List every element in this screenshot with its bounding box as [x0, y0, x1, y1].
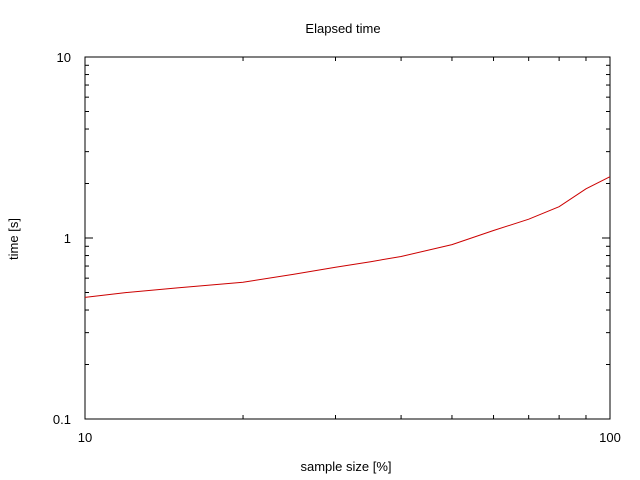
x-tick-label: 100 [599, 430, 621, 445]
major-ticks [84, 56, 611, 420]
series-layer [84, 176, 611, 298]
tick-labels: 10 100 0.1 1 10 [53, 50, 621, 445]
plot-frame [84, 56, 611, 420]
y-tick-label: 10 [57, 50, 71, 65]
y-axis-label: time [s] [6, 218, 21, 260]
x-tick-label: 10 [78, 430, 92, 445]
y-tick-label: 0.1 [53, 412, 71, 427]
x-axis-label: sample size [%] [300, 459, 391, 474]
y-tick-label: 1 [64, 231, 71, 246]
minor-ticks [85, 57, 610, 419]
series-line [84, 176, 611, 298]
chart-title: Elapsed time [305, 21, 380, 36]
